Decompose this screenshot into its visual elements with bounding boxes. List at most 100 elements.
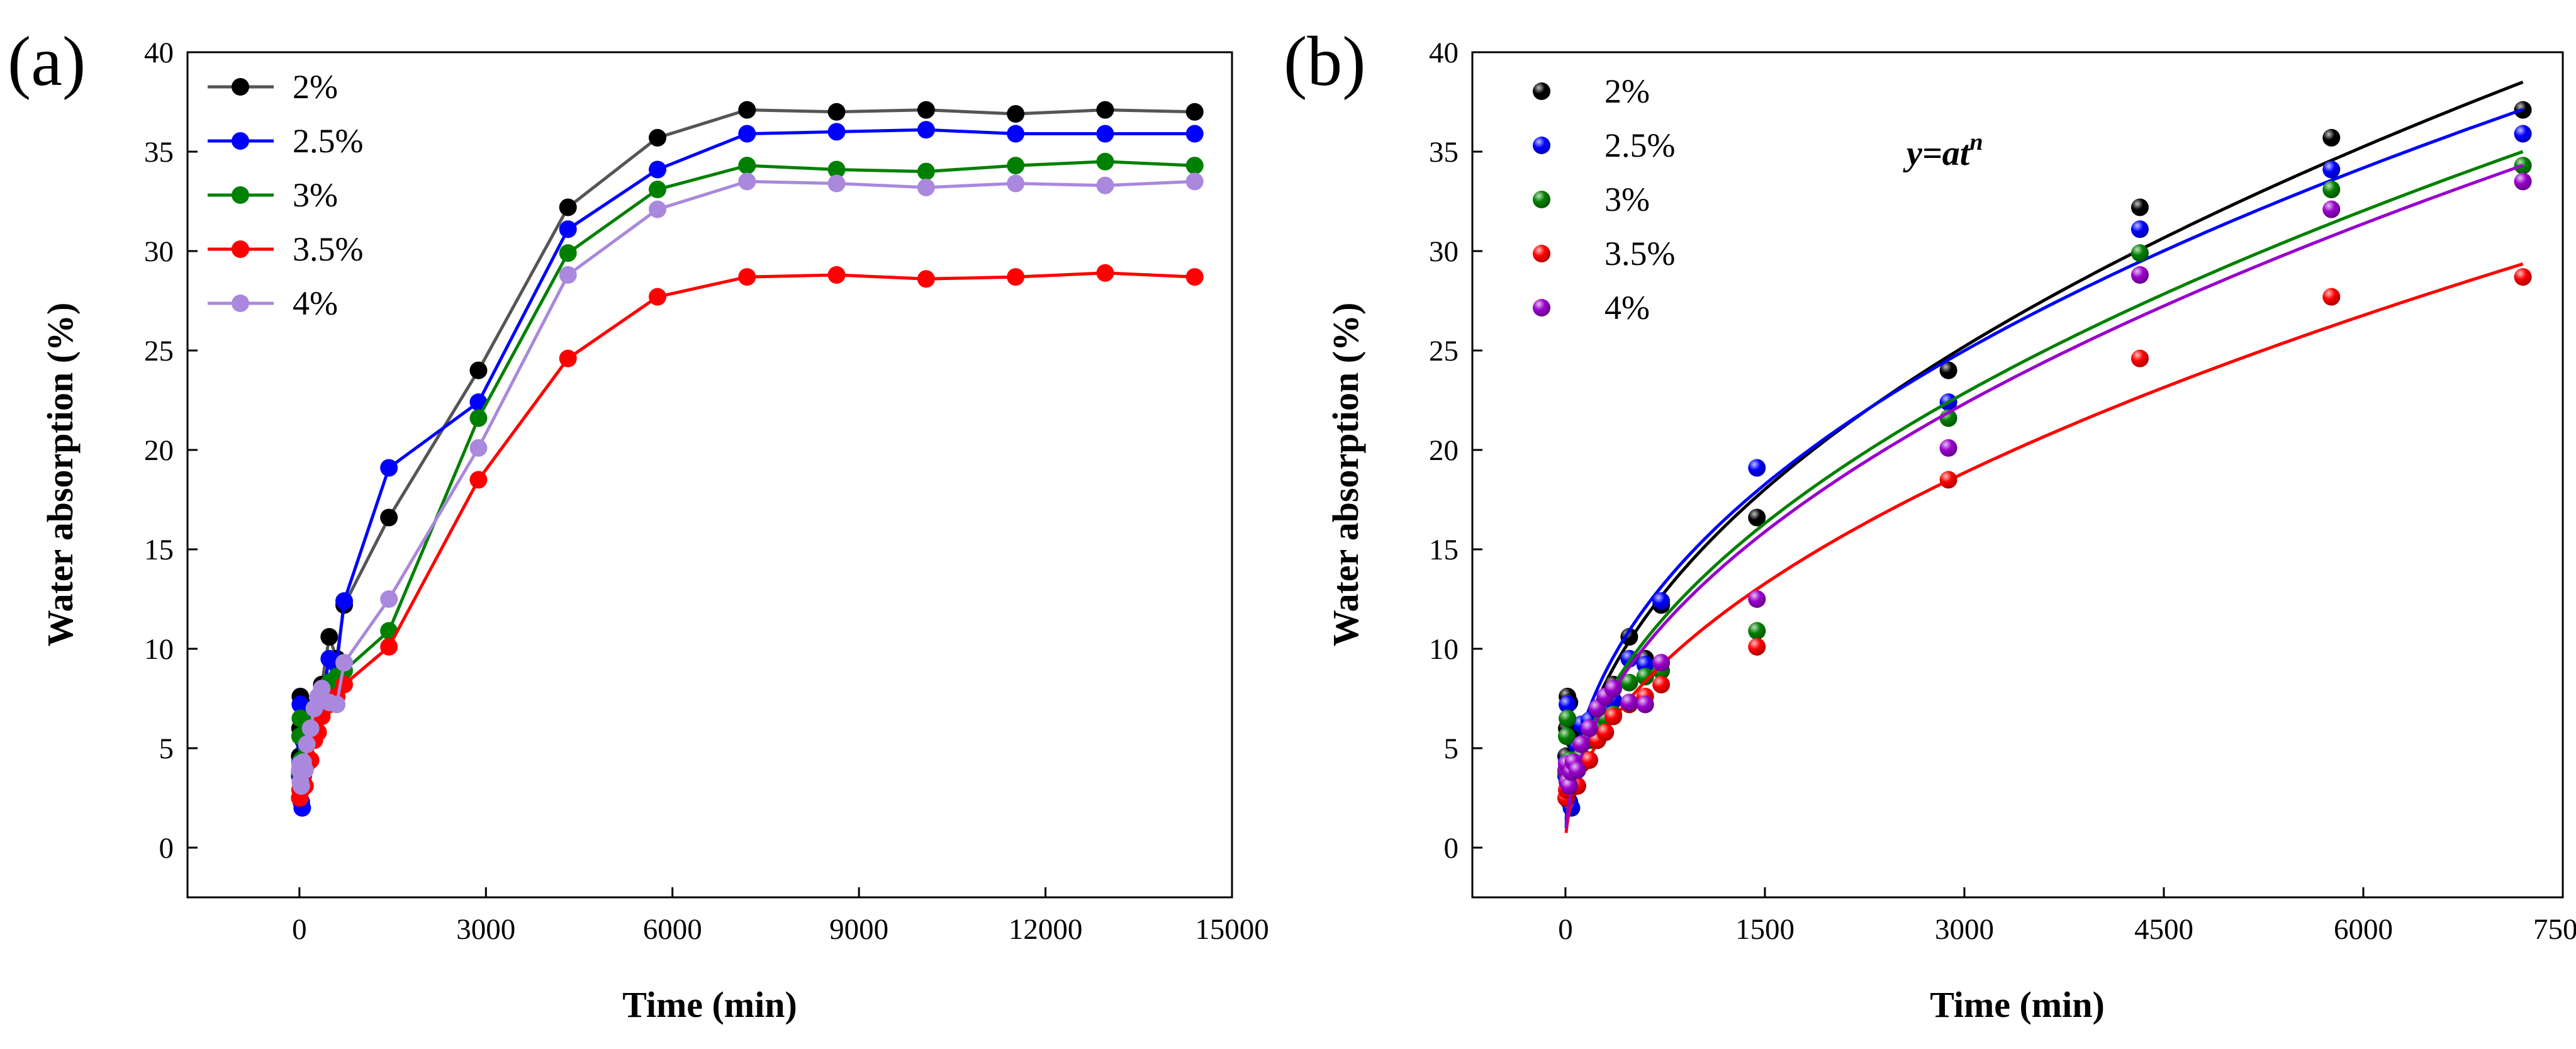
fit-curve (1564, 108, 2524, 821)
data-point (1652, 592, 1671, 610)
data-point (1748, 637, 1766, 656)
y-tick-label: 0 (159, 832, 174, 865)
legend-marker (1533, 299, 1550, 317)
data-point (1748, 459, 1766, 477)
data-point (1559, 709, 1577, 727)
data-point (1096, 176, 1114, 194)
legend-marker (1533, 245, 1550, 262)
data-point (1185, 268, 1204, 286)
data-point (1007, 268, 1025, 286)
legend-marker (232, 78, 249, 96)
data-point (1185, 172, 1204, 191)
data-point (2131, 244, 2149, 262)
data-point (559, 266, 577, 284)
data-point (2131, 349, 2149, 367)
legend-label: 3% (1604, 181, 1650, 218)
data-point (1568, 761, 1586, 779)
data-point (2322, 160, 2341, 179)
panel-b-letter: (b) (1284, 23, 1366, 101)
legend-marker (1533, 191, 1550, 208)
y-tick-label: 20 (144, 434, 174, 467)
legend-label: 3% (293, 176, 338, 214)
x-axis-label-b: Time (min) (1930, 984, 2105, 1025)
legend-marker (232, 186, 249, 204)
data-point (1939, 439, 1957, 457)
legend-a: 2% 2.5% 3% 3.5% 4% (208, 68, 363, 322)
data-point (2322, 200, 2341, 218)
data-point (296, 761, 314, 779)
data-point (827, 266, 846, 284)
data-point (559, 220, 577, 238)
y-tick-label: 5 (1444, 732, 1459, 765)
x-tick-label: 9000 (829, 913, 888, 946)
data-point (1939, 361, 1957, 379)
data-point (1185, 103, 1204, 121)
legend-marker (232, 240, 249, 258)
data-point (559, 349, 577, 367)
data-point (2514, 172, 2532, 191)
data-point (1096, 264, 1114, 282)
data-point (1604, 707, 1623, 726)
data-point (2322, 181, 2341, 199)
data-point (380, 459, 398, 477)
data-point (469, 409, 488, 427)
data-point (335, 592, 353, 610)
data-point (649, 288, 666, 306)
x-tick-label: 6000 (2334, 913, 2393, 946)
data-point (469, 361, 488, 379)
x-tick-label: 0 (292, 913, 307, 946)
y-tick-label: 10 (144, 633, 174, 666)
data-point (1636, 668, 1654, 686)
y-tick-label: 40 (1429, 36, 1459, 69)
y-tick-label: 35 (144, 136, 174, 169)
legend-label: 4% (293, 284, 338, 322)
data-point (292, 777, 310, 795)
data-point (1580, 719, 1598, 738)
data-point (1620, 673, 1638, 692)
panel-a-letter: (a) (8, 23, 86, 101)
data-point (1558, 727, 1576, 746)
data-point (380, 508, 398, 527)
y-tick-label: 40 (144, 36, 174, 69)
legend-label: 2.5% (293, 122, 363, 160)
data-point (1096, 125, 1114, 143)
y-axis-label-b: Water absorption (%) (1325, 303, 1366, 647)
data-point (1096, 152, 1114, 171)
y-tick-label: 15 (144, 534, 174, 566)
data-point (649, 128, 666, 147)
data-point (1636, 695, 1654, 714)
data-point (1560, 777, 1579, 795)
data-point (335, 654, 353, 672)
data-point (1652, 675, 1671, 693)
data-point (738, 157, 756, 175)
x-tick-label: 3000 (1935, 913, 1994, 946)
legend-label: 2% (1604, 72, 1650, 110)
data-point (827, 160, 846, 179)
data-point (827, 103, 846, 121)
x-axis-label-a: Time (min) (622, 984, 797, 1025)
data-point (1604, 680, 1623, 698)
y-tick-label: 35 (1429, 136, 1459, 169)
data-point (298, 735, 316, 753)
data-point (2131, 266, 2149, 284)
data-point (1939, 471, 1957, 489)
data-point (380, 590, 398, 608)
data-point (649, 160, 666, 179)
plot-frame-a (186, 51, 1233, 899)
y-tick-label: 25 (1429, 335, 1459, 367)
data-point (469, 439, 488, 457)
y-tick-label: 30 (144, 235, 174, 268)
data-point (1580, 751, 1598, 769)
x-tick-label: 1500 (1735, 913, 1795, 946)
data-point (917, 270, 935, 288)
data-point (469, 471, 488, 489)
legend-label: 4% (1604, 289, 1650, 327)
panel-a: (a) 0 3000 6000 9000 12000 15000 0 5 10 15 20 25 30 3… (8, 23, 1269, 1025)
legend-label: 2.5% (1604, 126, 1675, 164)
data-point (738, 125, 756, 143)
data-point (1007, 174, 1025, 193)
x-tick-label: 6000 (643, 913, 702, 946)
